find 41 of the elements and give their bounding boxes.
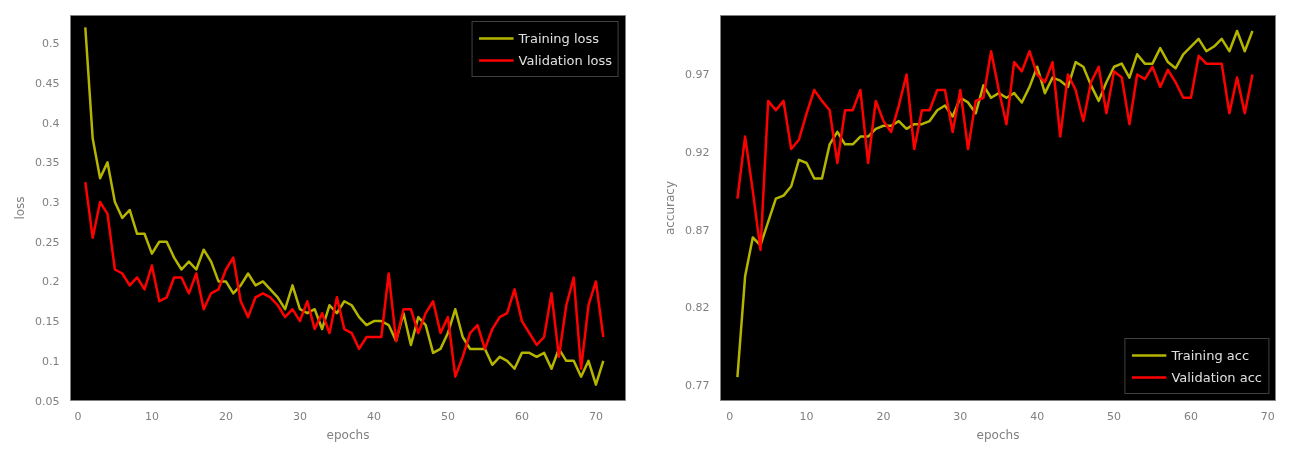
legend-label: Training loss: [518, 30, 600, 46]
y-tick-label: 0.82: [685, 301, 710, 315]
legend-label: Validation acc: [1171, 369, 1262, 385]
y-tick-label: 0.3: [42, 196, 60, 210]
x-tick-label: 50: [440, 409, 455, 423]
x-tick-label: 10: [799, 409, 814, 423]
x-tick-label: 70: [1260, 409, 1275, 423]
y-tick-label: 0.5: [42, 37, 60, 51]
y-tick-label: 0.25: [35, 235, 60, 249]
legend-label: Validation loss: [518, 52, 612, 68]
x-tick-label: 40: [1030, 409, 1045, 423]
y-tick-label: 0.4: [42, 116, 60, 130]
x-tick-label: 0: [74, 409, 82, 423]
y-tick-label: 0.92: [685, 146, 710, 160]
x-tick-label: 30: [953, 409, 968, 423]
x-tick-label: 20: [218, 409, 233, 423]
x-tick-label: 0: [726, 409, 734, 423]
y-tick-label: 0.15: [35, 315, 60, 329]
y-tick-label: 0.77: [685, 378, 710, 392]
x-tick-label: 10: [144, 409, 159, 423]
x-axis-title: epochs: [976, 427, 1020, 442]
x-tick-label: 70: [588, 409, 603, 423]
y-axis-title: loss: [13, 196, 28, 220]
y-tick-label: 0.87: [685, 223, 710, 237]
y-tick-label: 0.45: [35, 76, 60, 90]
y-axis-title: accuracy: [663, 180, 678, 236]
y-tick-label: 0.35: [35, 156, 60, 170]
x-tick-label: 60: [514, 409, 529, 423]
line-series: [736, 49, 1254, 252]
y-tick-label: 0.05: [35, 394, 60, 408]
y-tick-label: 0.1: [42, 354, 60, 368]
x-tick-label: 40: [366, 409, 381, 423]
x-tick-label: 50: [1107, 409, 1122, 423]
x-tick-label: 20: [876, 409, 891, 423]
legend-label: Training acc: [1171, 347, 1250, 363]
y-tick-label: 0.97: [685, 68, 710, 82]
x-tick-label: 30: [292, 409, 307, 423]
x-axis-title: epochs: [326, 427, 370, 442]
y-tick-label: 0.2: [42, 275, 60, 289]
x-tick-label: 60: [1183, 409, 1198, 423]
line-series: [84, 180, 605, 378]
